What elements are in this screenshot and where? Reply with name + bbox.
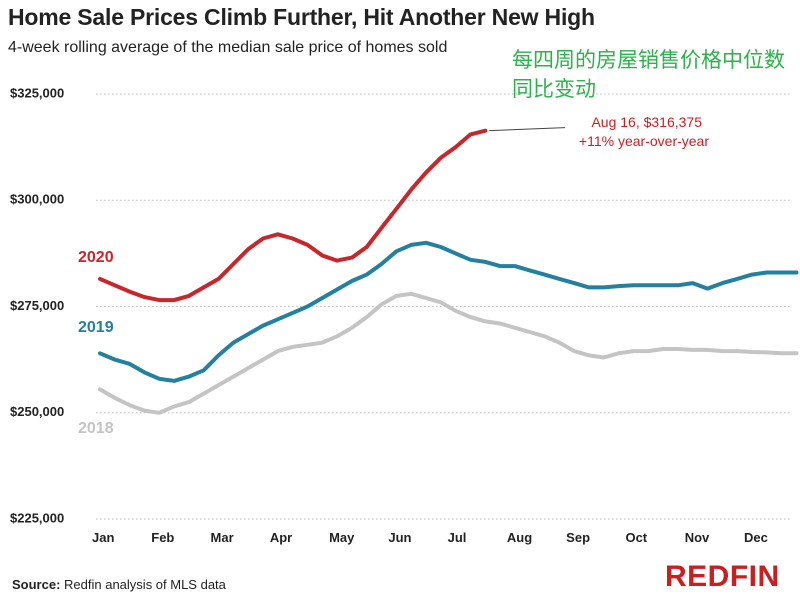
chart-subtitle: 4-week rolling average of the median sal… [8,39,448,56]
chinese-annotation: 每四周的房屋销售价格中位数同比变动 [512,48,785,101]
series-line-2020 [98,128,488,303]
chart-title: Home Sale Prices Climb Further, Hit Anot… [8,4,595,30]
x-tick-label: Dec [744,530,768,545]
x-tick-label: Jul [448,530,467,545]
series-label-2019: 2019 [78,319,114,336]
y-tick-label: $250,000 [10,404,64,419]
source-text: Redfin analysis of MLS data [64,577,226,592]
x-tick-label: Nov [685,530,710,545]
x-tick-label: Feb [151,530,174,545]
series-line-2019 [98,240,799,383]
x-tick-label: May [329,530,355,545]
series-line-2018 [98,291,799,415]
y-tick-label: $325,000 [10,85,64,100]
x-tick-label: Aug [507,530,532,545]
series-labels: 2020 2019 2018 [78,249,114,437]
y-tick-label: $225,000 [10,510,64,525]
y-axis-ticks: $325,000 $300,000 $275,000 $250,000 $225,000 [10,85,64,525]
series-label-2020: 2020 [78,249,114,266]
x-tick-label: Mar [211,530,234,545]
callout-label: Aug 16, $316,375 [591,114,702,130]
x-tick-label: Apr [270,530,292,545]
y-tick-label: $275,000 [10,298,64,313]
x-tick-label: Jan [92,530,114,545]
x-tick-label: Oct [625,530,647,545]
source-note: Source: Redfin analysis of MLS data [12,577,226,592]
x-tick-label: Sep [566,530,590,545]
redfin-logo: REDFIN [665,560,780,593]
y-tick-label: $300,000 [10,192,64,207]
x-tick-label: Jun [388,530,411,545]
series-lines [98,128,799,415]
series-label-2018: 2018 [78,420,114,437]
callout-annotation: Aug 16, $316,375 +11% year-over-year [489,114,709,149]
callout-sublabel: +11% year-over-year [579,133,709,149]
callout-leader [489,127,566,132]
x-axis-ticks: Jan Feb Mar Apr May Jun Jul Aug Sep Oct Nov Dec [92,530,768,545]
source-label: Source: [12,577,61,592]
